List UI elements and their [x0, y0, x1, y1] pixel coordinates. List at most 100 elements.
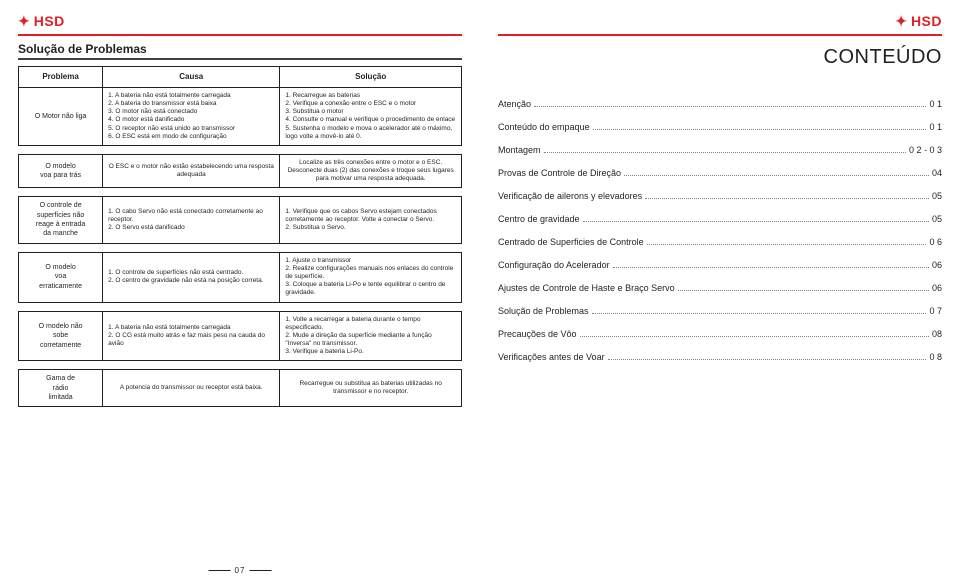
toc-page: 0 1 — [929, 122, 942, 132]
toc-label: Precauções de Vôo — [498, 329, 577, 339]
toc-dots — [678, 290, 929, 291]
row-spacer — [19, 361, 462, 370]
table-row: O Motor não liga1. A bateria não está to… — [19, 88, 462, 146]
cell-problem: O modelo nãosobecorretamente — [19, 311, 103, 361]
toc-dots — [608, 359, 927, 360]
header-rule-right — [498, 34, 942, 36]
toc-label: Conteúdo do empaque — [498, 122, 590, 132]
toc-page: 06 — [932, 260, 942, 270]
toc-dots — [592, 313, 927, 314]
toc-title: CONTEÚDO — [498, 46, 942, 69]
toc-row: Verificação de ailerons y elevadores 05 — [498, 191, 942, 201]
cell-cause: 1. O cabo Servo não está conectado corre… — [103, 197, 280, 244]
toc-dots — [583, 221, 929, 222]
page-title: Solução de Problemas — [18, 42, 147, 56]
toc-row: Configuração do Acelerador 06 — [498, 260, 942, 270]
toc-dots — [647, 244, 927, 245]
cell-problem: O modelovoaerraticamente — [19, 252, 103, 302]
table-row: O modelovoa para trásO ESC e o motor não… — [19, 154, 462, 187]
cell-cause: A potencia do transmissor ou receptor es… — [103, 370, 280, 407]
toc-dots — [593, 129, 927, 130]
col-cause: Causa — [103, 67, 280, 88]
toc-dots — [624, 175, 929, 176]
row-spacer — [19, 302, 462, 311]
cell-solution: 1. Ajuste o transmissor2. Realize config… — [280, 252, 462, 302]
page-number-value: 07 — [235, 566, 246, 575]
cell-solution: Localize as três conexões entre o motor … — [280, 154, 462, 187]
toc-row: Centro de gravidade 05 — [498, 214, 942, 224]
cell-cause: O ESC e o motor não estão estabelecendo … — [103, 154, 280, 187]
row-spacer — [19, 145, 462, 154]
table-header-row: Problema Causa Solução — [19, 67, 462, 88]
cell-problem: Gama derádiolimitada — [19, 370, 103, 407]
cell-solution: Recarregue ou substitua as baterias util… — [280, 370, 462, 407]
toc-row: Centrado de Superficies de Controle 0 6 — [498, 237, 942, 247]
cell-cause: 1. A bateria não está totalmente carrega… — [103, 88, 280, 146]
hsd-logo-icon: ✦ — [895, 14, 907, 28]
toc-page: 0 1 — [929, 99, 942, 109]
title-underline — [18, 58, 462, 60]
toc-dots — [645, 198, 929, 199]
brand-name-right: HSD — [911, 13, 942, 29]
brand-name: HSD — [34, 13, 65, 29]
toc-label: Verificação de ailerons y elevadores — [498, 191, 642, 201]
toc-row: Atenção 0 1 — [498, 99, 942, 109]
toc-label: Verificações antes de Voar — [498, 352, 605, 362]
toc-label: Ajustes de Controle de Haste e Braço Ser… — [498, 283, 675, 293]
cell-solution: 1. Verifique que os cabos Servo estejam … — [280, 197, 462, 244]
toc-page: 04 — [932, 168, 942, 178]
table-row: O modelo nãosobecorretamente1. A bateria… — [19, 311, 462, 361]
table-row: O controle desuperfícies nãoreage à entr… — [19, 197, 462, 244]
toc-dots — [580, 336, 929, 337]
cell-cause: 1. O controle de superfícies não está ce… — [103, 252, 280, 302]
left-page: ✦ HSD Solução de Problemas Problema Caus… — [0, 0, 480, 581]
cell-cause: 1. A bateria não está totalmente carrega… — [103, 311, 280, 361]
header-rule — [18, 34, 462, 36]
cell-problem: O Motor não liga — [19, 88, 103, 146]
two-page-spread: ✦ HSD Solução de Problemas Problema Caus… — [0, 0, 960, 581]
cell-solution: 1. Volte a recarregar a bateria durante … — [280, 311, 462, 361]
cell-solution: 1. Recarregue as baterias2. Verifique a … — [280, 88, 462, 146]
toc-page: 05 — [932, 191, 942, 201]
toc-row: Conteúdo do empaque 0 1 — [498, 122, 942, 132]
toc-label: Centro de gravidade — [498, 214, 580, 224]
col-problem: Problema — [19, 67, 103, 88]
table-of-contents: Atenção 0 1 Conteúdo do empaque 0 1 Montagem… — [498, 99, 942, 362]
row-spacer — [19, 188, 462, 197]
toc-row: Verificações antes de Voar 0 8 — [498, 352, 942, 362]
hsd-logo-icon: ✦ — [18, 14, 30, 28]
toc-label: Atenção — [498, 99, 531, 109]
toc-dots — [544, 152, 906, 153]
toc-page: 08 — [932, 329, 942, 339]
toc-row: Precauções de Vôo 08 — [498, 329, 942, 339]
toc-row: Montagem 0 2 - 0 3 — [498, 145, 942, 155]
toc-row: Provas de Controle de Direção 04 — [498, 168, 942, 178]
cell-problem: O controle desuperfícies nãoreage à entr… — [19, 197, 103, 244]
page-number: 07 — [205, 566, 276, 575]
toc-dots — [613, 267, 929, 268]
table-row: Gama derádiolimitadaA potencia do transm… — [19, 370, 462, 407]
row-spacer — [19, 243, 462, 252]
toc-page: 06 — [932, 283, 942, 293]
table-row: O modelovoaerraticamente1. O controle de… — [19, 252, 462, 302]
toc-label: Configuração do Acelerador — [498, 260, 610, 270]
toc-page: 0 6 — [929, 237, 942, 247]
col-solution: Solução — [280, 67, 462, 88]
toc-label: Centrado de Superficies de Controle — [498, 237, 644, 247]
toc-label: Montagem — [498, 145, 541, 155]
toc-label: Provas de Controle de Direção — [498, 168, 621, 178]
cell-problem: O modelovoa para trás — [19, 154, 103, 187]
toc-dots — [534, 106, 926, 107]
troubleshooting-table: Problema Causa Solução O Motor não liga1… — [18, 66, 462, 407]
page-title-row: Solução de Problemas — [18, 42, 462, 56]
header-right: ✦ HSD — [498, 10, 942, 32]
toc-label: Solução de Problemas — [498, 306, 589, 316]
toc-page: 05 — [932, 214, 942, 224]
header-left: ✦ HSD — [18, 10, 462, 32]
toc-page: 0 7 — [929, 306, 942, 316]
toc-page: 0 2 - 0 3 — [909, 145, 942, 155]
toc-row: Ajustes de Controle de Haste e Braço Ser… — [498, 283, 942, 293]
toc-page: 0 8 — [929, 352, 942, 362]
toc-row: Solução de Problemas 0 7 — [498, 306, 942, 316]
right-page: ✦ HSD CONTEÚDO Atenção0 1Conteúdo do emp… — [480, 0, 960, 581]
